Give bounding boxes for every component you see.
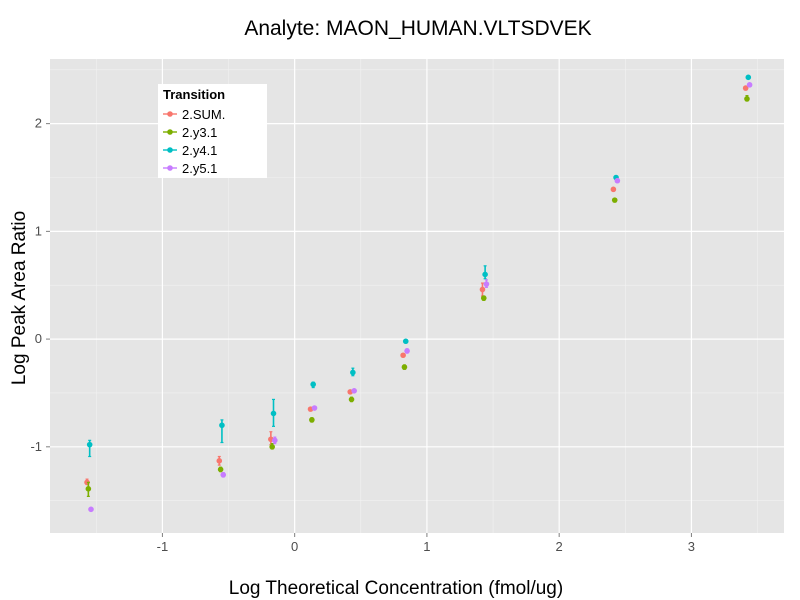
data-point [311,405,318,411]
data-series [84,74,753,513]
legend-box [158,84,267,178]
legend-key-point [167,129,173,135]
data-point [404,348,410,354]
data-point [611,197,618,203]
data-point [217,466,224,473]
series-4 [88,82,753,513]
data-point [610,186,617,193]
data-point [270,410,277,417]
legend-item: 2.y3.1 [163,125,217,140]
chart-title: Analyte: MAON_HUMAN.VLTSDVEK [244,17,591,40]
y-axis-title: Log Peak Area Ratio [9,211,30,385]
x-tick-label: -1 [157,539,169,554]
minor-grid [50,59,784,533]
series-2 [85,95,750,497]
y-tick-label: 2 [35,116,42,131]
data-point [88,506,94,513]
data-point [310,381,316,388]
data-point [401,364,408,370]
data-point [85,486,92,492]
y-tick-label: 1 [35,223,42,238]
legend-label: 2.y5.1 [182,161,217,176]
data-point [742,85,749,91]
data-point [351,388,357,394]
legend-label: 2.y4.1 [182,143,217,158]
data-point [309,417,315,423]
legend-key-point [167,165,173,171]
x-axis-title: Log Theoretical Concentration (fmol/ug) [229,578,563,599]
y-axis: -1 0 1 2 [30,116,50,454]
data-point [220,472,227,478]
series-1 [84,85,749,486]
data-point [746,82,753,88]
x-tick-label: 3 [688,539,695,554]
legend-label: 2.SUM. [182,107,225,122]
x-axis: -1 0 1 2 3 [157,533,695,554]
data-point [483,281,490,287]
data-point [400,352,406,359]
y-tick-label: -1 [30,439,42,454]
legend-item: 2.y4.1 [163,143,217,158]
legend-label: 2.y3.1 [182,125,217,140]
y-tick-label: 0 [35,331,42,346]
legend-key-point [167,147,173,153]
x-tick-label: 2 [556,539,563,554]
data-point [482,271,488,278]
data-point [480,295,487,301]
data-point [272,437,278,444]
data-point [348,396,355,403]
x-tick-label: 0 [291,539,298,554]
legend-key-point [167,111,173,117]
data-point [86,441,93,448]
data-point [614,177,621,184]
data-point [744,96,750,102]
data-point [745,74,752,81]
data-point [269,444,275,450]
data-point [216,458,223,464]
major-grid [50,59,784,533]
data-point [479,286,486,293]
data-point [402,338,409,345]
legend-title: Transition [163,87,225,102]
legend-item: 2.SUM. [163,107,225,122]
legend-item: 2.y5.1 [163,161,217,176]
data-point [219,422,225,429]
x-tick-label: 1 [423,539,430,554]
series-3 [86,74,752,458]
legend: Transition 2.SUM. 2.y3.1 2.y4.1 2.y5.1 [158,84,267,178]
data-point [350,369,356,376]
